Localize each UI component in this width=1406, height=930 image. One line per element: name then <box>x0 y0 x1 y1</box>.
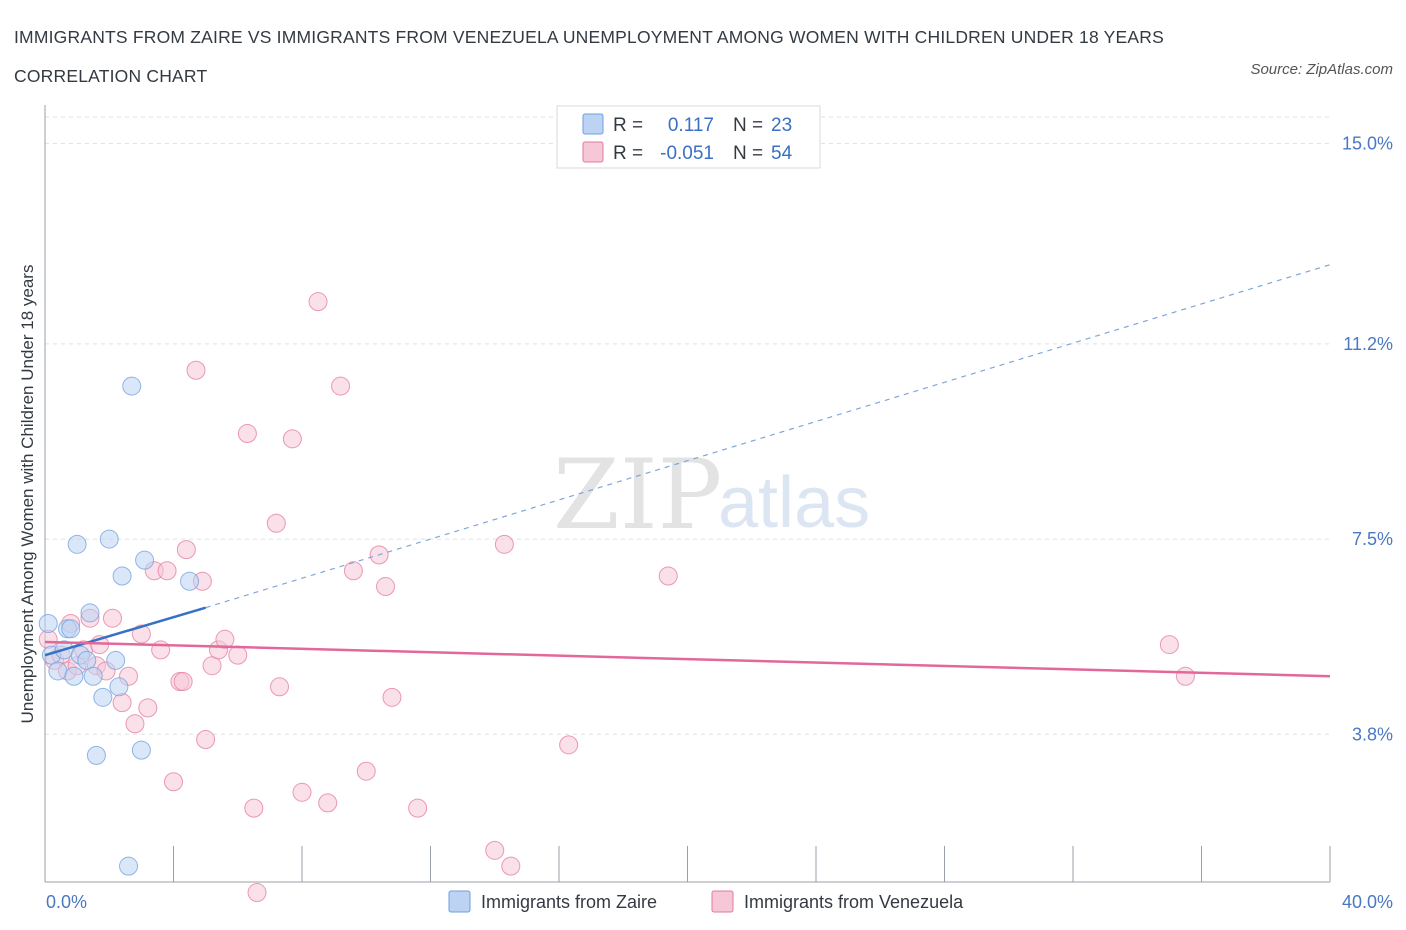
venezuela-point-18 <box>151 640 171 660</box>
legend-zaire-n-value: 23 <box>771 115 792 136</box>
venezuela-point-31 <box>237 424 257 444</box>
venezuela-point-52 <box>1159 635 1179 655</box>
y-tick-label-2: 11.2% <box>1343 334 1393 354</box>
venezuela-point-42 <box>356 761 376 781</box>
venezuela-point-12 <box>112 693 132 713</box>
legend-swatch-zaire <box>582 113 604 135</box>
legend-swatch-venezuela <box>582 141 604 163</box>
venezuela-point-27 <box>202 656 222 676</box>
venezuela-point-35 <box>270 677 290 697</box>
venezuela-point-20 <box>164 772 183 792</box>
legend-venezuela-r-label: R = <box>613 143 643 164</box>
venezuela-point-53 <box>1175 666 1195 686</box>
x-tick-label-0: 0.0% <box>46 892 87 912</box>
venezuela-point-0 <box>38 629 58 649</box>
legend-zaire-n-label: N = <box>733 115 763 136</box>
watermark-zip: ZIP <box>553 439 722 551</box>
venezuela-point-37 <box>292 782 312 802</box>
zaire-point-2 <box>48 661 68 681</box>
y-tick-label-0: 3.8% <box>1352 724 1393 744</box>
series-legend-venezuela: Immigrants from Venezuela <box>744 892 964 912</box>
zaire-point-7 <box>67 534 87 554</box>
y-tick-label-1: 7.5% <box>1352 529 1393 549</box>
series-legend-swatch-zaire <box>448 890 471 913</box>
venezuela-point-38 <box>308 292 328 312</box>
zaire-point-20 <box>131 740 151 760</box>
trend-lines <box>44 264 1331 678</box>
data-points <box>38 292 1195 903</box>
series-legend: Immigrants from Zaire Immigrants from Ve… <box>448 890 964 913</box>
zaire-point-6 <box>64 666 84 686</box>
zaire-point-13 <box>93 687 113 707</box>
legend-zaire-r-value: 0.117 <box>668 115 714 136</box>
y-tick-labels: 3.8% 7.5% 11.2% 15.0% <box>1342 133 1393 744</box>
venezuela-point-45 <box>382 687 402 707</box>
x-tick-labels: 0.0% 40.0% <box>46 892 1393 912</box>
venezuela-point-19 <box>157 561 177 581</box>
venezuela-point-40 <box>331 376 351 396</box>
venezuela-point-23 <box>176 540 196 560</box>
zaire-point-19 <box>122 376 142 396</box>
venezuela-point-36 <box>282 429 302 449</box>
venezuela-point-39 <box>318 793 338 813</box>
zaire-point-11 <box>83 666 103 686</box>
venezuela-point-34 <box>266 513 286 533</box>
series-legend-zaire: Immigrants from Zaire <box>481 892 657 912</box>
venezuela-point-22 <box>173 672 193 692</box>
legend-zaire-r-label: R = <box>613 115 643 136</box>
venezuela-point-33 <box>247 883 267 903</box>
stats-legend: R = 0.117 N = 23 R = -0.051 N = 54 <box>556 105 821 169</box>
y-axis-label: Unemployment Among Women with Children U… <box>18 265 37 724</box>
zaire-point-10 <box>80 603 100 623</box>
zaire-point-22 <box>180 571 200 591</box>
zaire-point-5 <box>61 619 81 639</box>
zaire-trend-extension <box>205 264 1331 609</box>
venezuela-point-26 <box>196 730 216 750</box>
venezuela-point-48 <box>494 534 514 554</box>
venezuela-point-41 <box>343 561 363 581</box>
legend-venezuela-n-value: 54 <box>771 143 793 164</box>
venezuela-point-14 <box>125 714 145 734</box>
watermark-atlas: atlas <box>718 463 870 543</box>
zaire-point-17 <box>112 566 132 586</box>
zaire-point-21 <box>135 550 155 570</box>
axes <box>44 105 1331 883</box>
venezuela-point-29 <box>215 629 235 649</box>
venezuela-point-49 <box>501 856 521 876</box>
zaire-point-18 <box>119 856 139 876</box>
legend-venezuela-n-label: N = <box>733 143 763 164</box>
grid-lines <box>45 116 1330 735</box>
venezuela-point-51 <box>658 566 678 586</box>
zaire-point-16 <box>109 677 129 697</box>
zaire-point-9 <box>77 650 97 670</box>
venezuela-point-30 <box>228 645 248 665</box>
venezuela-point-24 <box>186 360 206 380</box>
chart-title: IMMIGRANTS FROM ZAIRE VS IMMIGRANTS FROM… <box>14 27 1164 86</box>
venezuela-point-32 <box>244 798 264 818</box>
series-legend-swatch-venezuela <box>711 890 734 913</box>
x-tick-label-1: 40.0% <box>1342 892 1393 912</box>
venezuela-point-16 <box>138 698 158 718</box>
legend-venezuela-r-value: -0.051 <box>660 143 714 164</box>
venezuela-point-44 <box>376 577 396 597</box>
venezuela-point-47 <box>485 840 505 860</box>
venezuela-point-50 <box>559 735 579 755</box>
venezuela-point-11 <box>102 608 122 628</box>
zaire-point-14 <box>99 529 119 549</box>
watermark: ZIP atlas <box>553 439 870 551</box>
zaire-point-15 <box>106 650 126 670</box>
venezuela-point-46 <box>408 798 428 818</box>
zaire-point-0 <box>38 613 58 633</box>
y-tick-label-3: 15.0% <box>1342 133 1393 153</box>
venezuela-point-15 <box>131 624 151 644</box>
zaire-trend-line <box>44 606 206 657</box>
venezuela-trend-line <box>44 640 1331 678</box>
source-label: Source: ZipAtlas.com <box>1250 61 1393 78</box>
zaire-point-12 <box>86 745 106 765</box>
